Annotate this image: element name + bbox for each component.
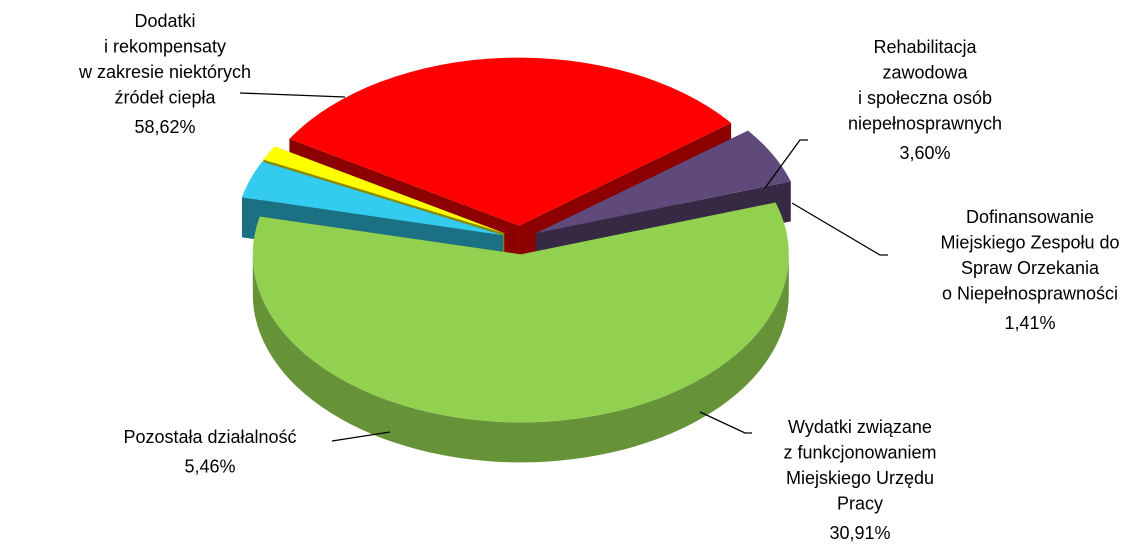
slice-label: Spraw Orzekania <box>961 258 1100 278</box>
pie <box>241 57 791 463</box>
leader-line <box>239 92 346 98</box>
slice <box>263 146 505 234</box>
value-label: 5,46% <box>184 456 235 476</box>
value-label: 30,91% <box>829 523 890 543</box>
value-label: 58,62% <box>134 117 195 137</box>
slice-label: Dofinansowanie <box>966 207 1094 227</box>
slice-side <box>252 254 789 463</box>
slice-label: źródeł ciepła <box>114 87 216 107</box>
slice-label: Miejskiego Zespołu do <box>940 232 1119 252</box>
leader-line <box>764 139 808 189</box>
slice-label: Miejskiego Urzędu <box>786 468 934 488</box>
labels: Dodatki i rekompensaty w zakresie niektóry… <box>78 11 1120 543</box>
slice <box>252 202 789 423</box>
slice <box>535 130 791 234</box>
slice-label: w zakresie niektórych <box>78 62 251 82</box>
slice <box>289 57 732 226</box>
slice-label: Pozostała działalność <box>123 427 296 447</box>
slice <box>241 161 504 236</box>
slice-label: niepełnosprawnych <box>848 113 1002 133</box>
slice-label: zawodowa <box>882 62 968 82</box>
slice-label: Pracy <box>837 493 883 513</box>
leader-line <box>791 202 888 256</box>
slice-label: Dodatki <box>134 11 195 31</box>
slice-label: i rekompensaty <box>104 36 226 56</box>
value-label: 1,41% <box>1004 313 1055 333</box>
slice-label: i społeczna osób <box>858 88 992 108</box>
leader-line <box>699 411 752 434</box>
slice-label: z funkcjonowaniem <box>783 442 936 462</box>
slice-label: Wydatki związane <box>788 417 932 437</box>
leader-line <box>331 431 391 442</box>
slice-label: Rehabilitacja <box>873 37 977 57</box>
slice-label: o Niepełnosprawności <box>942 283 1118 303</box>
value-label: 3,60% <box>899 143 950 163</box>
